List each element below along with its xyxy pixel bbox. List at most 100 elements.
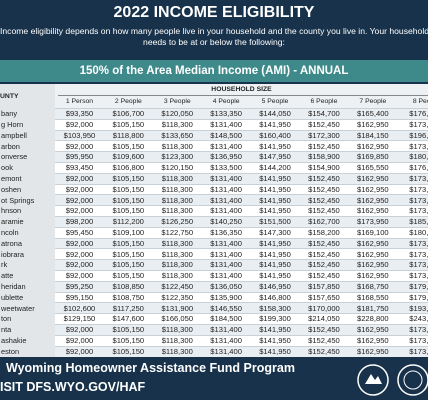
income-limit: $92,000 — [65, 249, 94, 259]
title: 2022 INCOME ELIGIBILITY — [113, 4, 315, 21]
income-limit: $92,000 — [65, 325, 94, 335]
income-limit: $193,4 — [409, 303, 428, 313]
income-limit: $105,150 — [112, 120, 145, 129]
row-bg — [55, 194, 428, 207]
income-limit: $105,150 — [112, 141, 145, 151]
income-limit: $105,150 — [112, 249, 145, 259]
county-name: arbon — [1, 141, 20, 151]
income-limit: $141,950 — [259, 184, 291, 194]
income-limit: $154,900 — [308, 163, 340, 173]
banner: 150% of the Area Median Income (AMI) - A… — [0, 60, 428, 82]
income-limit: $129,150 — [63, 314, 96, 324]
income-limit: $173,4 — [409, 184, 428, 194]
income-limit: $141,950 — [259, 249, 291, 259]
income-limit: $118,300 — [161, 184, 193, 194]
income-limit: $146,800 — [259, 292, 291, 302]
income-limit: $118,300 — [161, 238, 193, 248]
income-limit: $108,750 — [112, 292, 145, 302]
income-limit: $157,650 — [308, 292, 340, 302]
logos — [357, 364, 428, 396]
logo-mark — [403, 370, 423, 390]
income-limit: $179,6 — [409, 282, 428, 291]
county-name: ot Springs — [1, 195, 35, 205]
column-header: 8 Peo — [412, 98, 428, 105]
row-bg — [55, 151, 428, 163]
income-limit: $92,000 — [65, 260, 94, 270]
income-limit: $105,150 — [112, 238, 145, 248]
income-limit: $141,950 — [259, 206, 291, 216]
income-limit: $169,100 — [356, 228, 389, 237]
income-limit: $144,200 — [259, 163, 291, 173]
income-limit: $103,950 — [63, 130, 96, 140]
row-bg — [55, 259, 428, 271]
income-limit: $184,500 — [210, 314, 242, 324]
income-limit: $123,300 — [161, 152, 194, 162]
county-name: ncoln — [1, 228, 19, 237]
row-bg — [55, 324, 428, 336]
income-limit: $243,5 — [409, 314, 428, 324]
row-bg — [55, 216, 428, 228]
row-bg — [55, 129, 428, 142]
income-limit: $180,8 — [409, 152, 428, 162]
income-limit: $98,200 — [65, 217, 94, 227]
income-limit: $199,300 — [259, 314, 291, 324]
income-limit: $152,450 — [308, 336, 340, 345]
income-limit: $105,150 — [112, 271, 145, 281]
income-limit: $162,950 — [356, 174, 389, 183]
income-limit: $179,4 — [409, 292, 428, 302]
income-limit: $105,150 — [112, 325, 145, 335]
income-limit: $154,700 — [308, 109, 340, 119]
income-limit: $152,450 — [308, 174, 340, 183]
income-limit: $95,150 — [65, 292, 94, 302]
income-limit: $152,450 — [308, 184, 340, 194]
income-limit: $93,350 — [65, 109, 94, 119]
income-limit: $131,400 — [210, 249, 242, 259]
income-limit: $170,000 — [308, 303, 340, 313]
county-name: g Horn — [1, 120, 24, 129]
logo — [397, 364, 428, 396]
income-limit: $180,0 — [409, 228, 428, 237]
income-limit: $105,150 — [112, 260, 145, 270]
income-limit: $118,300 — [161, 346, 193, 356]
income-limit: $158,900 — [308, 152, 340, 162]
income-limit: $131,400 — [210, 238, 242, 248]
income-limit: $173,4 — [409, 336, 428, 345]
income-limit: $122,750 — [161, 228, 194, 237]
county-name: ook — [1, 163, 13, 173]
income-limit: $173,4 — [409, 346, 428, 356]
income-limit: $105,150 — [112, 184, 145, 194]
column-header: 3 People — [163, 98, 191, 105]
income-limit: $93,450 — [65, 163, 94, 173]
income-limit: $117,250 — [112, 303, 144, 313]
logo — [357, 364, 389, 396]
income-limit: $176,0 — [409, 109, 428, 119]
income-limit: $162,700 — [308, 217, 340, 227]
income-limit: $118,300 — [161, 271, 193, 281]
group-rule — [58, 95, 428, 96]
income-limit: $152,450 — [308, 120, 340, 129]
intro-line: needs to be at or below the following: — [143, 37, 285, 47]
county-name: ampbell — [1, 130, 27, 140]
income-limit: $120,050 — [161, 109, 194, 119]
income-limit: $118,300 — [161, 174, 193, 183]
income-limit: $173,4 — [409, 206, 428, 216]
income-limit: $105,150 — [112, 346, 145, 356]
income-limit: $109,100 — [112, 228, 145, 237]
income-limit: $165,400 — [356, 109, 389, 119]
column-header: 1 Person — [65, 98, 94, 105]
income-limit: $173,4 — [409, 249, 428, 259]
income-limit: $152,450 — [308, 206, 340, 216]
income-limit: $135,900 — [210, 292, 242, 302]
income-limit: $173,4 — [409, 120, 428, 129]
row-bg — [55, 205, 428, 217]
income-limit: $173,4 — [409, 325, 428, 335]
income-limit: $105,150 — [112, 174, 145, 183]
row-bg — [55, 118, 428, 131]
income-limit: $158,300 — [259, 303, 291, 313]
row-bg — [55, 162, 428, 174]
income-limit: $162,950 — [356, 206, 389, 216]
row-bg — [55, 226, 428, 239]
row-bg — [55, 108, 428, 120]
income-limit: $112,200 — [112, 217, 144, 227]
county-name: eston — [1, 346, 20, 356]
